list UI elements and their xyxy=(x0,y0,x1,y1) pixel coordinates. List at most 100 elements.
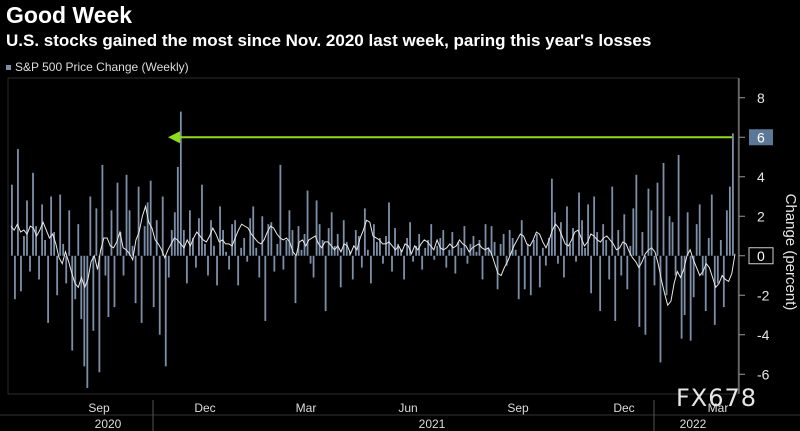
bar xyxy=(535,234,538,256)
bar xyxy=(647,188,650,256)
y-tick-label: -2 xyxy=(757,287,770,303)
last-value-box xyxy=(749,129,773,146)
bar xyxy=(490,226,493,256)
x-month-label: Dec xyxy=(194,401,215,415)
bar xyxy=(182,230,185,256)
bar xyxy=(240,247,243,256)
bar xyxy=(146,202,149,256)
bar xyxy=(185,255,188,284)
bar xyxy=(710,194,713,256)
bar xyxy=(523,255,526,290)
bar xyxy=(312,255,315,278)
bar xyxy=(713,255,716,325)
bar xyxy=(20,255,22,292)
bar xyxy=(614,255,617,321)
bar xyxy=(86,255,89,389)
bar xyxy=(451,232,454,256)
bar xyxy=(517,255,520,300)
bar xyxy=(692,255,695,298)
last-value-label: 6 xyxy=(757,129,765,145)
bar xyxy=(35,226,37,256)
bar xyxy=(252,206,255,256)
bar xyxy=(689,255,692,341)
bar xyxy=(149,180,152,256)
bar xyxy=(448,249,451,256)
x-month-label: Sep xyxy=(88,401,110,415)
y-tick-label: -6 xyxy=(757,366,770,382)
bar xyxy=(695,224,698,256)
bar xyxy=(125,174,128,256)
bar xyxy=(653,255,656,286)
bar xyxy=(231,224,234,256)
bar xyxy=(348,251,351,256)
bar xyxy=(101,164,104,256)
bar xyxy=(164,255,167,367)
bar xyxy=(98,255,101,373)
bar xyxy=(424,247,427,256)
bar xyxy=(23,236,25,256)
bar xyxy=(382,255,384,264)
bar xyxy=(68,210,71,256)
bar xyxy=(436,245,439,256)
bar xyxy=(258,255,261,278)
bar xyxy=(318,224,321,256)
bar xyxy=(366,249,369,256)
bar xyxy=(635,174,638,256)
bar xyxy=(158,255,161,335)
bar xyxy=(505,255,508,266)
bar xyxy=(409,222,412,256)
bar xyxy=(650,210,653,256)
bar xyxy=(62,243,65,256)
bar xyxy=(53,232,56,256)
bar xyxy=(276,243,279,256)
x-year-label: 2021 xyxy=(419,417,446,431)
bar xyxy=(336,234,339,256)
bar xyxy=(74,255,77,300)
bar xyxy=(481,255,484,280)
y-tick-label: 2 xyxy=(757,208,765,224)
bar xyxy=(680,255,683,339)
bar xyxy=(339,255,342,288)
bar xyxy=(725,210,728,256)
bar xyxy=(267,224,270,256)
bar xyxy=(303,234,306,256)
bar xyxy=(626,255,629,290)
x-month-label: Dec xyxy=(613,401,634,415)
bar xyxy=(44,239,46,256)
bar xyxy=(460,247,463,256)
bar xyxy=(243,237,246,256)
bar xyxy=(427,239,430,256)
bar xyxy=(297,226,300,256)
bar xyxy=(255,247,258,256)
bar xyxy=(261,216,264,256)
bar xyxy=(454,255,457,274)
bar xyxy=(466,255,469,264)
bar xyxy=(198,218,200,256)
bar xyxy=(728,186,731,256)
bar xyxy=(593,196,596,256)
bar xyxy=(213,245,215,256)
bar xyxy=(116,182,119,256)
bar xyxy=(131,245,134,256)
bar xyxy=(662,162,665,256)
bar xyxy=(71,255,74,351)
bar xyxy=(677,155,680,256)
bar xyxy=(32,172,34,256)
bar xyxy=(623,214,626,256)
bar xyxy=(538,255,541,288)
bar xyxy=(671,222,674,256)
bar xyxy=(373,224,375,256)
y-axis-title: Change (percent) xyxy=(782,194,799,311)
bar xyxy=(668,216,671,256)
bar xyxy=(291,230,294,256)
bar xyxy=(433,255,436,260)
bar xyxy=(210,220,212,256)
bar xyxy=(122,255,125,276)
bar xyxy=(179,111,182,256)
bar xyxy=(463,226,466,256)
bar xyxy=(484,224,487,256)
bar xyxy=(113,255,116,308)
bar xyxy=(249,218,252,256)
bar xyxy=(222,230,224,256)
